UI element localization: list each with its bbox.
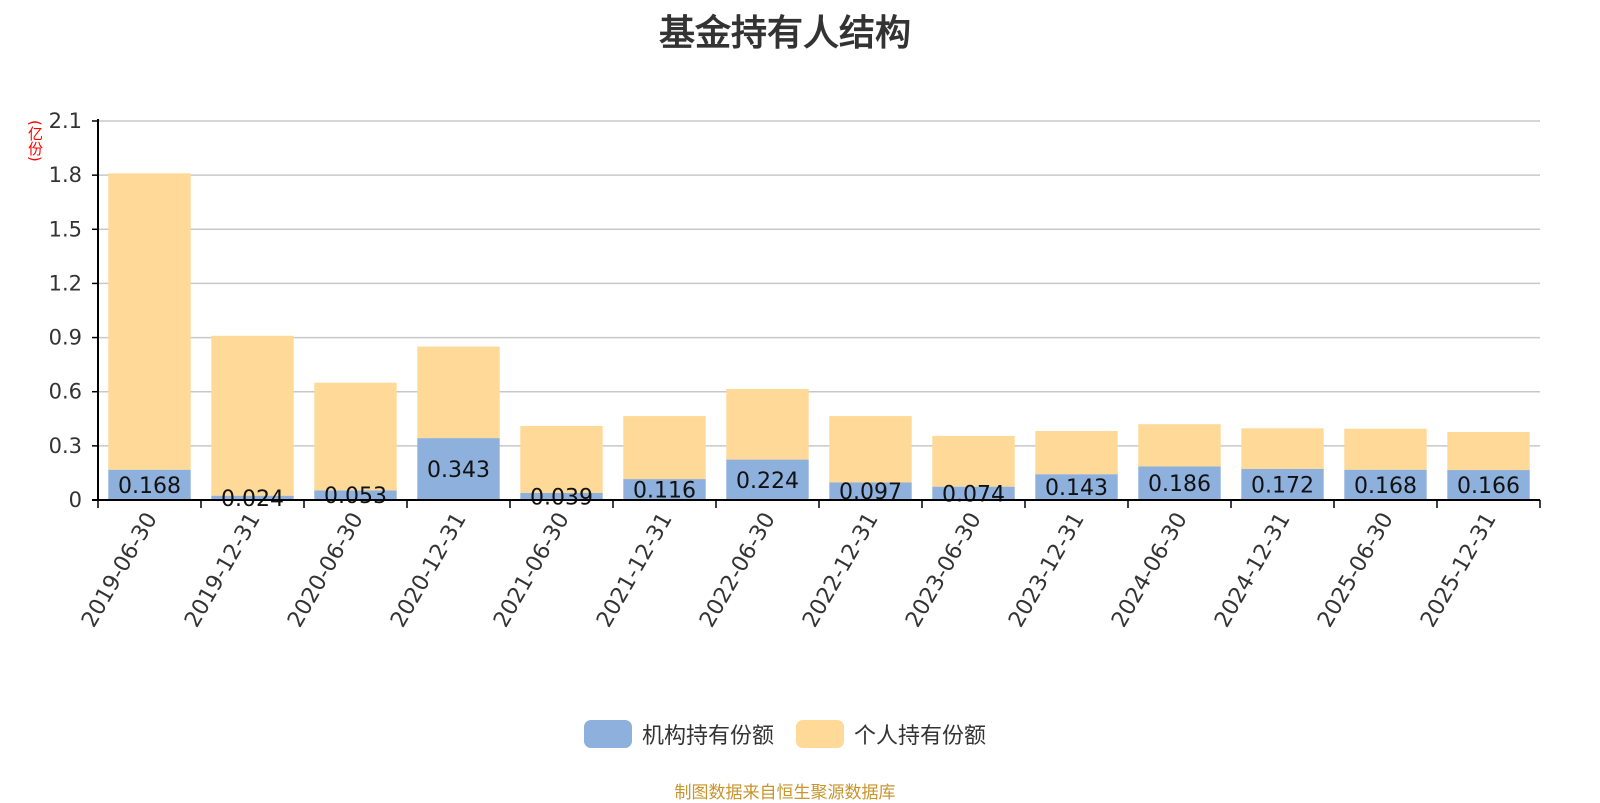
data-label-institutional: 0.168 — [1354, 474, 1417, 499]
x-tick-label: 2021-12-31 — [592, 509, 678, 632]
bar-individual — [417, 346, 500, 439]
bar-institutional — [829, 482, 912, 500]
legend-item-institutional[interactable]: 机构持有份额 — [583, 718, 774, 750]
data-label-institutional: 0.143 — [1045, 476, 1108, 501]
bar-institutional — [1447, 470, 1530, 500]
x-tick-label: 2025-12-31 — [1416, 509, 1502, 632]
bar-individual — [1447, 431, 1530, 471]
bar-individual — [623, 416, 706, 480]
bar-institutional — [108, 469, 191, 500]
legend-swatch-institutional — [583, 720, 632, 748]
data-label-institutional: 0.074 — [942, 482, 1005, 507]
y-tick-label: 0.3 — [49, 434, 82, 458]
bar-institutional — [623, 479, 706, 500]
legend-swatch-individual — [796, 720, 844, 748]
data-label-institutional: 0.097 — [839, 480, 902, 505]
data-label-institutional: 0.053 — [324, 484, 387, 509]
x-tick-label: 2020-06-30 — [283, 509, 369, 632]
bar-institutional — [932, 486, 1015, 500]
x-tick-label: 2019-12-31 — [180, 509, 266, 632]
data-label-institutional: 0.166 — [1457, 474, 1520, 499]
bar-individual — [314, 382, 397, 491]
x-tick-label: 2022-06-30 — [695, 509, 781, 632]
x-tick-label: 2024-06-30 — [1107, 509, 1193, 632]
x-tick-label: 2019-06-30 — [77, 509, 163, 632]
bar-individual — [726, 389, 809, 460]
x-tick-label: 2021-06-30 — [489, 509, 575, 632]
bar-individual — [1035, 431, 1118, 475]
chart-title: 基金持有人结构 — [658, 13, 911, 54]
bar-institutional — [1035, 474, 1118, 500]
data-label-institutional: 0.224 — [736, 469, 799, 494]
bar-individual — [1138, 424, 1221, 467]
bar-institutional — [520, 492, 603, 500]
bar-institutional — [1344, 469, 1427, 500]
legend-item-individual[interactable]: 个人持有份额 — [796, 718, 986, 750]
y-tick-label: 1.2 — [49, 271, 82, 295]
x-tick-label: 2024-12-31 — [1210, 509, 1296, 632]
bar-individual — [108, 173, 191, 470]
y-tick-label: 1.5 — [49, 217, 82, 241]
data-label-institutional: 0.039 — [530, 485, 593, 510]
data-label-institutional: 0.168 — [118, 474, 181, 499]
bar-institutional — [1241, 468, 1324, 500]
bar-institutional — [1138, 466, 1221, 500]
bar-individual — [932, 435, 1015, 487]
bar-institutional — [211, 495, 294, 500]
bar-individual — [829, 416, 912, 483]
legend: 机构持有份额 个人持有份额 — [0, 718, 1570, 750]
y-axis-unit: (亿份) — [26, 120, 44, 162]
bar-individual — [1344, 428, 1427, 470]
legend-label-individual: 个人持有份额 — [854, 724, 987, 749]
bar-individual — [211, 335, 294, 496]
x-tick-label: 2020-12-31 — [386, 509, 472, 632]
data-label-institutional: 0.186 — [1148, 472, 1211, 497]
bar-individual — [1241, 428, 1324, 469]
bar-individual — [520, 426, 603, 493]
x-tick-label: 2022-12-31 — [798, 509, 884, 632]
bar-institutional — [417, 438, 500, 500]
y-tick-label: 1.8 — [49, 163, 82, 187]
y-tick-label: 2.1 — [49, 109, 82, 133]
x-tick-label: 2023-12-31 — [1004, 509, 1090, 632]
x-tick-label: 2023-06-30 — [901, 509, 987, 632]
data-label-institutional: 0.172 — [1251, 473, 1314, 498]
y-tick-label: 0 — [69, 488, 82, 512]
y-tick-label: 0.6 — [49, 380, 82, 404]
y-tick-label: 0.9 — [49, 326, 82, 350]
legend-label-institutional: 机构持有份额 — [641, 724, 774, 749]
bar-institutional — [726, 459, 809, 500]
x-tick-label: 2025-06-30 — [1313, 509, 1399, 632]
data-source-note: 制图数据来自恒生聚源数据库 — [674, 783, 896, 803]
bar-institutional — [314, 490, 397, 500]
data-label-institutional: 0.343 — [427, 458, 490, 483]
